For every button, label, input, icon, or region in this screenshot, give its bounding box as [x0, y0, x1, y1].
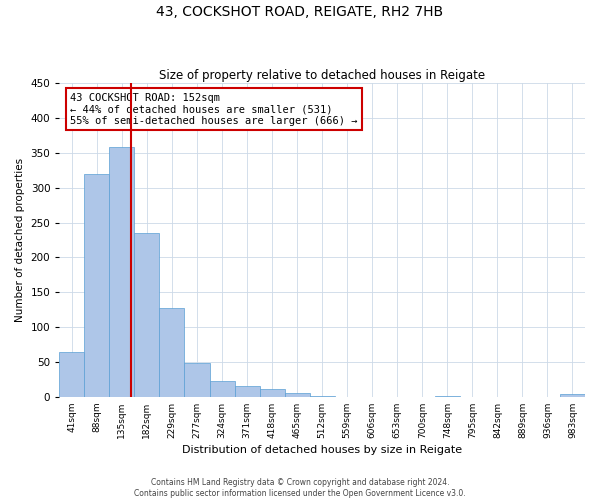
Bar: [209, 381, 235, 397]
Bar: [435, 396, 460, 397]
Bar: [160, 308, 184, 397]
Bar: [85, 174, 109, 397]
Title: Size of property relative to detached houses in Reigate: Size of property relative to detached ho…: [159, 69, 485, 82]
Bar: [560, 394, 585, 397]
Y-axis label: Number of detached properties: Number of detached properties: [15, 158, 25, 322]
Bar: [260, 389, 284, 397]
Bar: [134, 233, 160, 397]
Bar: [235, 386, 260, 397]
Bar: [310, 396, 335, 397]
Text: 43, COCKSHOT ROAD, REIGATE, RH2 7HB: 43, COCKSHOT ROAD, REIGATE, RH2 7HB: [157, 5, 443, 19]
Bar: [59, 352, 85, 397]
X-axis label: Distribution of detached houses by size in Reigate: Distribution of detached houses by size …: [182, 445, 462, 455]
Bar: [284, 392, 310, 397]
Text: 43 COCKSHOT ROAD: 152sqm
← 44% of detached houses are smaller (531)
55% of semi-: 43 COCKSHOT ROAD: 152sqm ← 44% of detach…: [70, 92, 358, 126]
Bar: [184, 364, 209, 397]
Text: Contains HM Land Registry data © Crown copyright and database right 2024.
Contai: Contains HM Land Registry data © Crown c…: [134, 478, 466, 498]
Bar: [109, 148, 134, 397]
